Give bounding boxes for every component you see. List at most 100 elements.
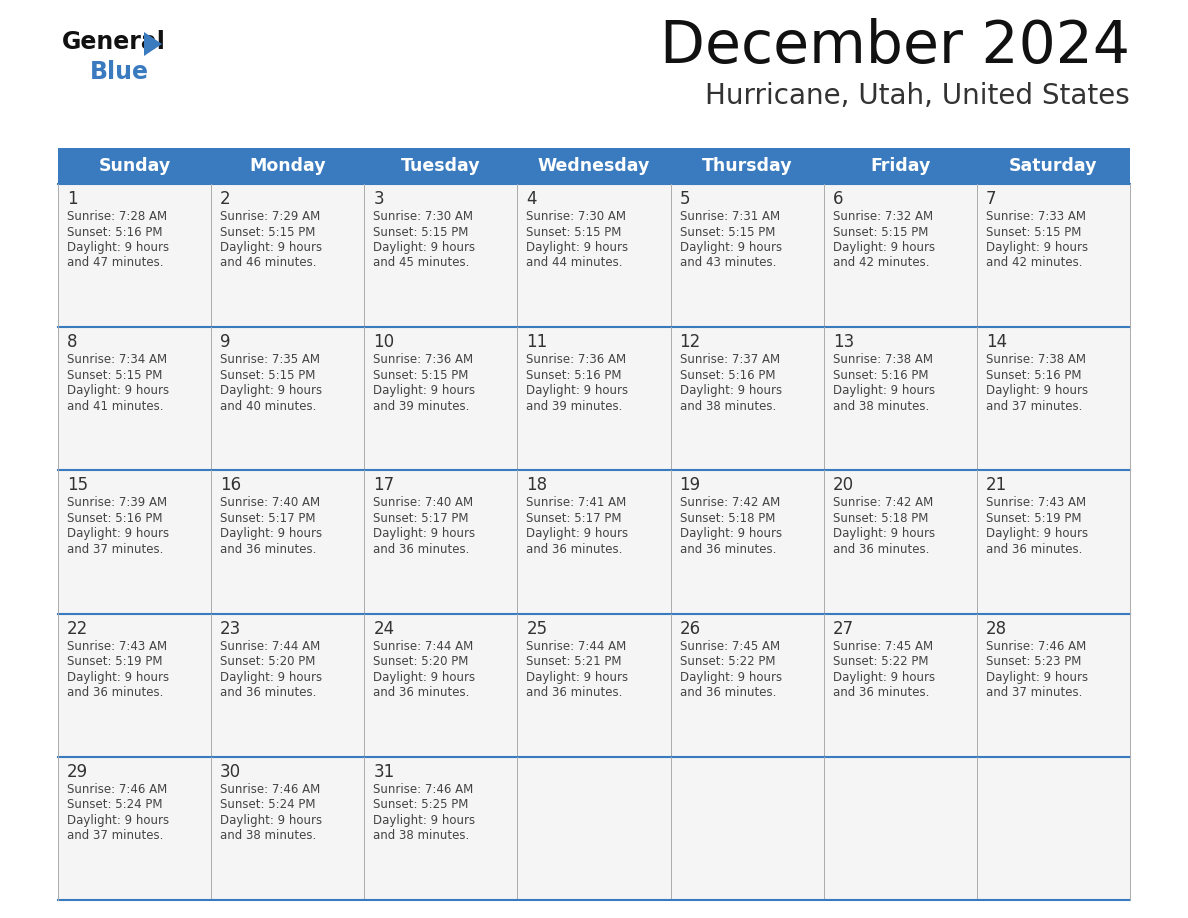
- Text: 2: 2: [220, 190, 230, 208]
- Text: Daylight: 9 hours: Daylight: 9 hours: [67, 241, 169, 254]
- Bar: [977, 756, 1130, 900]
- Text: Sunrise: 7:36 AM: Sunrise: 7:36 AM: [526, 353, 626, 366]
- Bar: [211, 613, 365, 756]
- Bar: [518, 756, 670, 900]
- Bar: [365, 184, 518, 327]
- Text: Sunrise: 7:38 AM: Sunrise: 7:38 AM: [986, 353, 1086, 366]
- Text: Sunset: 5:23 PM: Sunset: 5:23 PM: [986, 655, 1081, 668]
- Bar: [518, 327, 670, 470]
- Text: Daylight: 9 hours: Daylight: 9 hours: [526, 528, 628, 541]
- Bar: [58, 613, 211, 756]
- Bar: [211, 184, 365, 327]
- Bar: [58, 184, 211, 327]
- Text: Sunrise: 7:43 AM: Sunrise: 7:43 AM: [67, 640, 168, 653]
- Bar: [823, 756, 977, 900]
- Bar: [365, 756, 518, 900]
- Text: Daylight: 9 hours: Daylight: 9 hours: [526, 241, 628, 254]
- Text: Sunset: 5:24 PM: Sunset: 5:24 PM: [220, 799, 316, 812]
- Text: and 39 minutes.: and 39 minutes.: [526, 399, 623, 413]
- Text: 13: 13: [833, 333, 854, 352]
- Text: Sunrise: 7:30 AM: Sunrise: 7:30 AM: [526, 210, 626, 223]
- Text: Daylight: 9 hours: Daylight: 9 hours: [986, 241, 1088, 254]
- Bar: [670, 613, 823, 756]
- Text: 24: 24: [373, 620, 394, 638]
- Text: and 40 minutes.: and 40 minutes.: [220, 399, 316, 413]
- Text: Monday: Monday: [249, 157, 326, 175]
- Text: and 38 minutes.: and 38 minutes.: [220, 829, 316, 843]
- Bar: [823, 184, 977, 327]
- Text: Sunset: 5:18 PM: Sunset: 5:18 PM: [833, 512, 928, 525]
- Text: Sunset: 5:15 PM: Sunset: 5:15 PM: [220, 226, 316, 239]
- Text: Sunset: 5:16 PM: Sunset: 5:16 PM: [67, 226, 163, 239]
- Text: 6: 6: [833, 190, 843, 208]
- Text: 21: 21: [986, 476, 1007, 495]
- Text: Wednesday: Wednesday: [538, 157, 650, 175]
- Text: Daylight: 9 hours: Daylight: 9 hours: [833, 241, 935, 254]
- Text: 27: 27: [833, 620, 854, 638]
- Bar: [823, 327, 977, 470]
- Text: Sunday: Sunday: [99, 157, 171, 175]
- Text: Daylight: 9 hours: Daylight: 9 hours: [220, 385, 322, 397]
- Bar: [518, 184, 670, 327]
- Text: Daylight: 9 hours: Daylight: 9 hours: [986, 385, 1088, 397]
- Text: Sunrise: 7:45 AM: Sunrise: 7:45 AM: [833, 640, 933, 653]
- Text: Daylight: 9 hours: Daylight: 9 hours: [833, 671, 935, 684]
- Text: Sunrise: 7:46 AM: Sunrise: 7:46 AM: [220, 783, 321, 796]
- Text: Sunset: 5:15 PM: Sunset: 5:15 PM: [680, 226, 775, 239]
- Text: and 41 minutes.: and 41 minutes.: [67, 399, 164, 413]
- Text: Sunrise: 7:41 AM: Sunrise: 7:41 AM: [526, 497, 627, 509]
- Text: and 36 minutes.: and 36 minutes.: [986, 543, 1082, 556]
- Bar: [823, 470, 977, 613]
- Text: Daylight: 9 hours: Daylight: 9 hours: [986, 671, 1088, 684]
- Text: 1: 1: [67, 190, 77, 208]
- Text: and 37 minutes.: and 37 minutes.: [986, 686, 1082, 700]
- Text: Daylight: 9 hours: Daylight: 9 hours: [67, 813, 169, 827]
- Text: Saturday: Saturday: [1009, 157, 1098, 175]
- Text: and 38 minutes.: and 38 minutes.: [373, 829, 469, 843]
- Text: Blue: Blue: [90, 60, 148, 84]
- Text: Sunset: 5:17 PM: Sunset: 5:17 PM: [220, 512, 316, 525]
- Bar: [670, 470, 823, 613]
- Text: Sunset: 5:15 PM: Sunset: 5:15 PM: [373, 369, 468, 382]
- Text: Sunset: 5:25 PM: Sunset: 5:25 PM: [373, 799, 468, 812]
- Text: and 36 minutes.: and 36 minutes.: [680, 543, 776, 556]
- Text: Daylight: 9 hours: Daylight: 9 hours: [67, 671, 169, 684]
- Text: Sunrise: 7:44 AM: Sunrise: 7:44 AM: [220, 640, 321, 653]
- Text: Sunrise: 7:38 AM: Sunrise: 7:38 AM: [833, 353, 933, 366]
- Text: 23: 23: [220, 620, 241, 638]
- Text: December 2024: December 2024: [661, 18, 1130, 75]
- Text: 16: 16: [220, 476, 241, 495]
- Bar: [670, 756, 823, 900]
- Text: Sunrise: 7:33 AM: Sunrise: 7:33 AM: [986, 210, 1086, 223]
- Text: Sunset: 5:16 PM: Sunset: 5:16 PM: [680, 369, 775, 382]
- Text: 20: 20: [833, 476, 854, 495]
- Text: Sunrise: 7:35 AM: Sunrise: 7:35 AM: [220, 353, 320, 366]
- Text: and 39 minutes.: and 39 minutes.: [373, 399, 469, 413]
- Text: Sunrise: 7:44 AM: Sunrise: 7:44 AM: [526, 640, 627, 653]
- Text: 28: 28: [986, 620, 1007, 638]
- Text: Sunrise: 7:30 AM: Sunrise: 7:30 AM: [373, 210, 473, 223]
- Bar: [977, 184, 1130, 327]
- Text: 19: 19: [680, 476, 701, 495]
- Text: 11: 11: [526, 333, 548, 352]
- Text: Sunrise: 7:46 AM: Sunrise: 7:46 AM: [373, 783, 474, 796]
- Text: Daylight: 9 hours: Daylight: 9 hours: [373, 813, 475, 827]
- Bar: [518, 470, 670, 613]
- Text: Sunrise: 7:37 AM: Sunrise: 7:37 AM: [680, 353, 779, 366]
- Bar: [211, 756, 365, 900]
- Text: and 36 minutes.: and 36 minutes.: [526, 686, 623, 700]
- Text: Sunset: 5:20 PM: Sunset: 5:20 PM: [373, 655, 468, 668]
- Text: Sunrise: 7:40 AM: Sunrise: 7:40 AM: [373, 497, 473, 509]
- Text: Daylight: 9 hours: Daylight: 9 hours: [373, 671, 475, 684]
- Text: 25: 25: [526, 620, 548, 638]
- Text: Sunset: 5:15 PM: Sunset: 5:15 PM: [373, 226, 468, 239]
- Text: 26: 26: [680, 620, 701, 638]
- Text: and 36 minutes.: and 36 minutes.: [833, 686, 929, 700]
- Text: Daylight: 9 hours: Daylight: 9 hours: [373, 385, 475, 397]
- Text: Sunrise: 7:28 AM: Sunrise: 7:28 AM: [67, 210, 168, 223]
- Polygon shape: [144, 32, 162, 56]
- Text: Daylight: 9 hours: Daylight: 9 hours: [220, 813, 322, 827]
- Bar: [365, 327, 518, 470]
- Text: Sunset: 5:15 PM: Sunset: 5:15 PM: [220, 369, 316, 382]
- Text: Sunrise: 7:34 AM: Sunrise: 7:34 AM: [67, 353, 168, 366]
